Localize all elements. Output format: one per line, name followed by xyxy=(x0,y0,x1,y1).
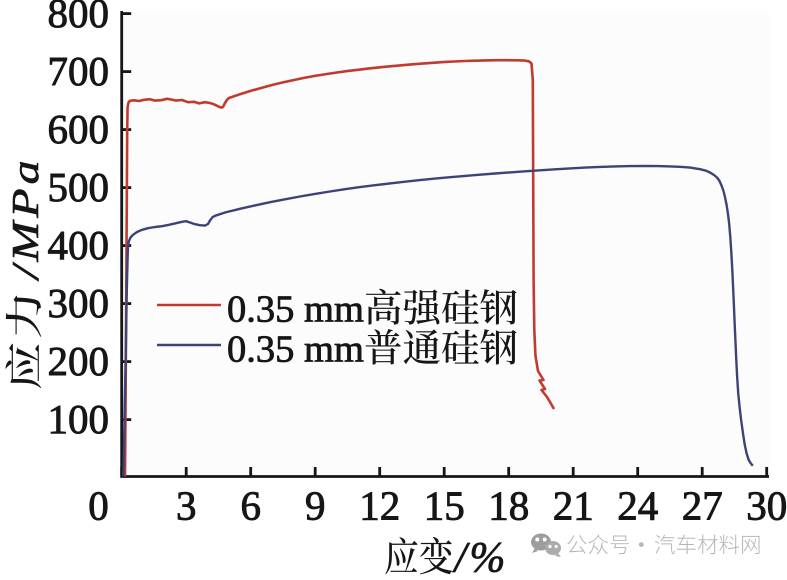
svg-text:/%: /% xyxy=(453,535,509,576)
svg-text:600: 600 xyxy=(48,106,110,152)
svg-text:200: 200 xyxy=(48,338,110,384)
svg-text:6: 6 xyxy=(240,483,261,529)
svg-text:12: 12 xyxy=(359,483,400,529)
svg-text:0: 0 xyxy=(88,483,109,529)
svg-text:300: 300 xyxy=(48,280,110,326)
svg-text:800: 800 xyxy=(48,0,110,36)
svg-text:3: 3 xyxy=(176,483,197,529)
svg-text:400: 400 xyxy=(48,222,110,268)
svg-text:9: 9 xyxy=(305,483,326,529)
svg-text:0.35 mm: 0.35 mm xyxy=(227,329,364,371)
svg-text:30: 30 xyxy=(746,483,787,529)
svg-text:500: 500 xyxy=(48,164,110,210)
svg-text:700: 700 xyxy=(48,48,110,94)
svg-text:/MPa: /MPa xyxy=(4,156,46,281)
svg-text:24: 24 xyxy=(617,483,658,529)
svg-text:18: 18 xyxy=(488,483,529,529)
svg-text:0.35 mm: 0.35 mm xyxy=(227,289,364,331)
svg-text:21: 21 xyxy=(553,483,594,529)
svg-text:100: 100 xyxy=(48,396,110,442)
svg-text:15: 15 xyxy=(424,483,465,529)
svg-text:27: 27 xyxy=(682,483,723,529)
